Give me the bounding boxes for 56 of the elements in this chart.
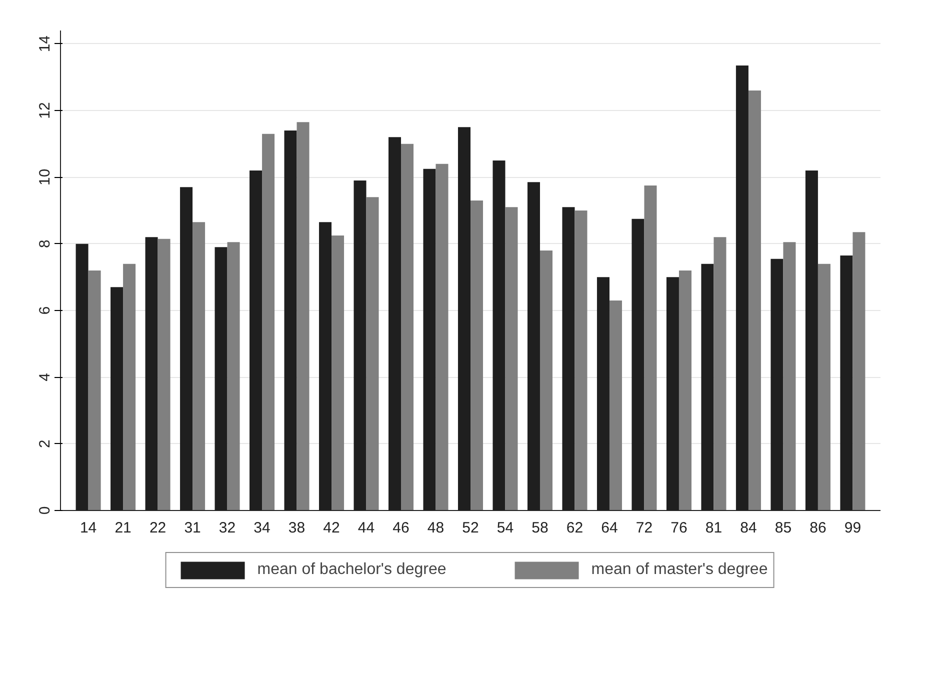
x-tick-label: 14 [80,520,97,536]
x-tick-label: 48 [427,520,444,536]
y-tick-label: 4 [36,372,54,382]
bar [574,210,588,510]
bar [644,186,657,510]
legend-label: mean of master's degree [591,561,768,579]
bar [714,237,726,510]
x-tick-label: 46 [392,520,410,536]
x-tick-label: 52 [462,520,479,536]
x-tick-label: 54 [496,520,514,536]
bar [192,222,206,510]
x-tick-label: 58 [532,520,548,536]
x-tick-label: 99 [844,520,862,536]
x-tick-label: 64 [601,520,618,536]
x-tick-label: 42 [323,520,340,536]
bar [505,207,518,510]
bar [227,242,240,510]
bar [262,134,275,510]
x-tick-label: 44 [358,520,375,536]
y-tick-label: 12 [36,102,54,119]
y-tick-label: 10 [36,168,54,186]
y-tick-label: 2 [36,440,54,448]
x-tick-label: 22 [149,520,166,536]
x-tick-label: 21 [114,520,132,536]
bar [540,250,552,510]
bar [470,200,484,510]
x-tick-label: 34 [254,520,270,536]
x-tick-label: 76 [670,520,688,536]
bar [158,238,170,510]
bar [609,300,622,510]
x-tick-label: 81 [705,520,722,536]
bar [88,270,101,510]
y-tick-label: 14 [36,35,54,52]
x-tick-label: 85 [774,520,792,536]
x-tick-label: 62 [566,520,584,536]
bar [678,270,692,510]
bar [401,144,414,510]
bar [123,264,136,510]
x-tick-label: 38 [288,520,306,536]
bar [852,232,866,510]
bar [366,197,379,510]
bar [748,90,761,510]
bar [818,264,830,510]
y-tick-label: 0 [36,506,54,515]
x-tick-label: 86 [810,520,826,536]
y-tick-label: 6 [36,306,54,315]
bar [296,122,310,510]
x-tick-label: 32 [218,520,236,536]
bar [783,242,796,510]
bar [436,164,448,510]
bar [332,236,344,510]
x-tick-label: 31 [184,520,201,536]
legend-label: mean of bachelor's degree [257,561,446,579]
x-tick-label: 72 [636,520,653,536]
x-tick-label: 84 [740,520,757,536]
y-tick-label: 8 [36,240,54,248]
